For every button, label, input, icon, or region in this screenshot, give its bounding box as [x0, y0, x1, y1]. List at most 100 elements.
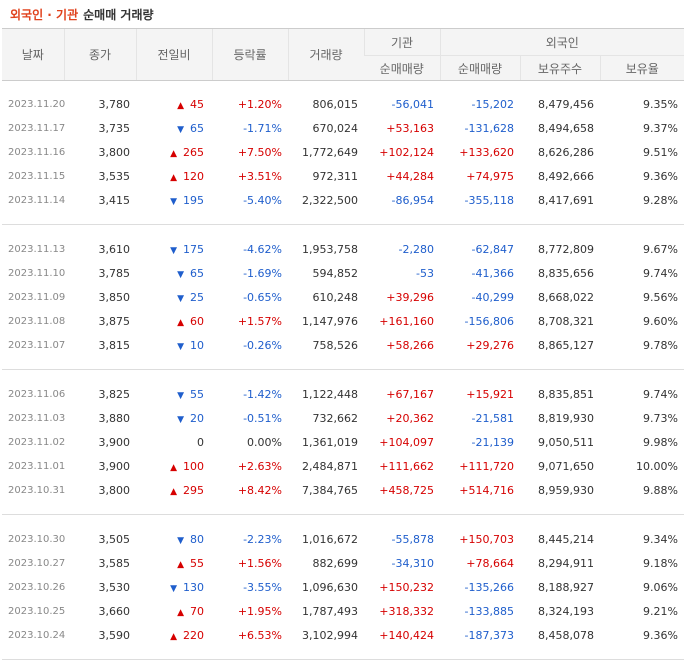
- cell-date: 2023.10.27: [8, 558, 66, 570]
- cell-institution-net: +458,725: [379, 483, 434, 497]
- cell-close: 3,735: [98, 122, 131, 136]
- cell-volume: 7,384,765: [302, 483, 358, 497]
- cell-foreign-net: -15,202: [471, 98, 514, 112]
- cell-foreign-ratio: 9.36%: [643, 628, 678, 642]
- cell-close: 3,815: [98, 338, 131, 352]
- header-date: 날짜: [2, 28, 64, 81]
- cell-foreign-ratio: 9.74%: [643, 267, 678, 281]
- cell-institution-net: +111,662: [379, 459, 434, 473]
- cell-close: 3,610: [98, 243, 131, 257]
- cell-close: 3,585: [98, 557, 131, 571]
- table-row: 2023.11.16 3,800 ▲ 265 +7.50% 1,772,649 +102,1…: [2, 141, 684, 165]
- change-value: 130: [183, 580, 204, 594]
- cell-date: 2023.10.30: [8, 534, 66, 546]
- cell-foreign-holding: 8,479,456: [538, 98, 594, 112]
- cell-foreign-ratio: 9.74%: [643, 388, 678, 402]
- cell-close: 3,660: [98, 604, 131, 618]
- group-spacer: [2, 502, 684, 515]
- cell-foreign-holding: 8,324,193: [538, 604, 594, 618]
- cell-date: 2023.10.25: [8, 605, 66, 617]
- cell-foreign-ratio: 9.51%: [643, 145, 678, 159]
- cell-date: 2023.11.20: [8, 99, 66, 111]
- cell-rate: -1.69%: [243, 267, 282, 281]
- change-value: 70: [190, 604, 204, 618]
- section-title-highlight: 외국인 · 기관: [10, 7, 79, 22]
- header-change: 전일비: [135, 28, 212, 81]
- cell-rate: 0.00%: [247, 435, 282, 449]
- cell-foreign-ratio: 9.67%: [643, 243, 678, 257]
- cell-close: 3,800: [98, 145, 131, 159]
- cell-change: ▲ 70: [136, 599, 212, 623]
- group-spacer: [2, 81, 684, 94]
- triangle-up-icon: ▲: [170, 486, 177, 497]
- triangle-down-icon: ▼: [170, 196, 177, 207]
- cell-foreign-net: -41,366: [471, 267, 514, 281]
- cell-foreign-ratio: 9.35%: [643, 98, 678, 112]
- cell-foreign-net: +514,716: [459, 483, 514, 497]
- cell-foreign-net: -62,847: [471, 243, 514, 257]
- cell-rate: +1.20%: [237, 98, 282, 112]
- group-spacer: [2, 371, 684, 383]
- cell-foreign-holding: 8,835,851: [538, 388, 594, 402]
- table-row: 2023.10.27 3,585 ▲ 55 +1.56% 882,699 -34,310 +7…: [2, 552, 684, 576]
- cell-foreign-holding: 8,494,658: [538, 122, 594, 136]
- table-row: 2023.11.20 3,780 ▲ 45 +1.20% 806,015 -56,041 -1…: [2, 93, 684, 117]
- cell-date: 2023.11.13: [8, 244, 66, 256]
- cell-foreign-net: -156,806: [464, 314, 514, 328]
- cell-foreign-holding: 8,294,911: [538, 557, 594, 571]
- table-row: 2023.11.07 3,815 ▼ 10 -0.26% 758,526 +58,266 +2…: [2, 333, 684, 357]
- change-value: 55: [190, 388, 204, 402]
- cell-rate: +8.42%: [237, 483, 282, 497]
- cell-foreign-net: +150,703: [459, 533, 514, 547]
- cell-volume: 1,953,758: [302, 243, 358, 257]
- table-row: 2023.11.09 3,850 ▼ 25 -0.65% 610,248 +39,296 -4…: [2, 286, 684, 310]
- cell-change: ▲ 60: [136, 309, 212, 333]
- cell-institution-net: +150,232: [379, 580, 434, 594]
- table-row: 2023.10.31 3,800 ▲ 295 +8.42% 7,384,765 +458,7…: [2, 478, 684, 502]
- cell-foreign-holding: 8,626,286: [538, 145, 594, 159]
- cell-volume: 2,484,871: [302, 459, 358, 473]
- cell-close: 3,875: [98, 314, 131, 328]
- cell-foreign-net: -40,299: [471, 290, 514, 304]
- cell-rate: -0.51%: [243, 412, 282, 426]
- cell-institution-net: +44,284: [386, 169, 434, 183]
- cell-date: 2023.11.02: [8, 436, 66, 448]
- table-row: 2023.11.13 3,610 ▼ 175 -4.62% 1,953,758 -2,280…: [2, 238, 684, 262]
- cell-date: 2023.11.10: [8, 268, 66, 280]
- cell-change: 0: [136, 431, 212, 455]
- cell-foreign-net: +15,921: [466, 388, 514, 402]
- cell-date: 2023.11.09: [8, 291, 66, 303]
- cell-date: 2023.11.01: [8, 460, 66, 472]
- triangle-up-icon: ▲: [177, 101, 184, 112]
- cell-date: 2023.11.07: [8, 339, 66, 351]
- triangle-up-icon: ▲: [170, 148, 177, 159]
- triangle-up-icon: ▲: [177, 607, 184, 618]
- change-value: 65: [190, 122, 204, 136]
- cell-foreign-holding: 8,458,078: [538, 628, 594, 642]
- group-divider: [2, 224, 684, 226]
- cell-close: 3,530: [98, 580, 131, 594]
- cell-change: ▼ 10: [136, 333, 212, 357]
- cell-institution-net: +67,167: [386, 388, 434, 402]
- cell-foreign-holding: 8,959,930: [538, 483, 594, 497]
- cell-institution-net: -86,954: [391, 193, 434, 207]
- cell-foreign-ratio: 9.37%: [643, 122, 678, 136]
- change-value: 55: [190, 557, 204, 571]
- cell-foreign-holding: 8,668,022: [538, 290, 594, 304]
- triangle-down-icon: ▼: [177, 293, 184, 304]
- table-row: 2023.10.24 3,590 ▲ 220 +6.53% 3,102,994 +140,4…: [2, 623, 684, 647]
- change-value: 20: [190, 412, 204, 426]
- change-value: 0: [197, 435, 204, 449]
- group-spacer: [2, 212, 684, 225]
- cell-date: 2023.11.08: [8, 315, 66, 327]
- table-row: 2023.11.14 3,415 ▼ 195 -5.40% 2,322,500 -86,95…: [2, 188, 684, 212]
- section-title-rest: 순매매 거래량: [83, 7, 154, 22]
- triangle-down-icon: ▼: [177, 341, 184, 352]
- cell-institution-net: -34,310: [391, 557, 434, 571]
- cell-change: ▼ 25: [136, 286, 212, 310]
- cell-volume: 1,361,019: [302, 435, 358, 449]
- cell-close: 3,505: [98, 533, 131, 547]
- cell-foreign-net: -187,373: [464, 628, 514, 642]
- cell-institution-net: +161,160: [379, 314, 434, 328]
- cell-foreign-holding: 8,865,127: [538, 338, 594, 352]
